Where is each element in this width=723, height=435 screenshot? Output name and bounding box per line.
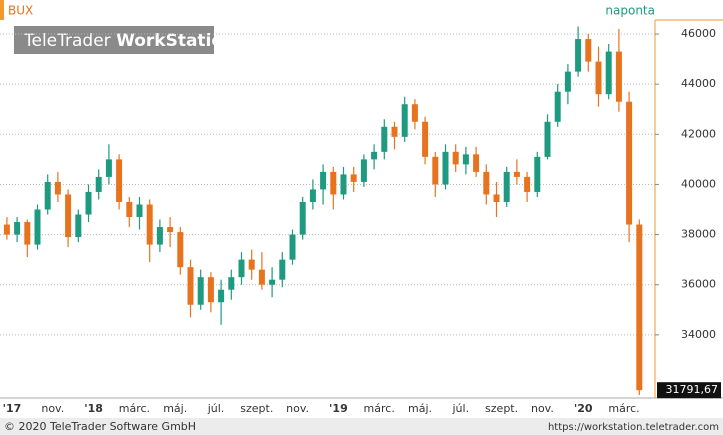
candle-body bbox=[299, 201, 306, 235]
candle-body bbox=[493, 194, 500, 202]
x-tick-label: nov. bbox=[531, 402, 554, 415]
candle-body bbox=[136, 204, 143, 218]
candle-body bbox=[44, 181, 51, 210]
candle-body bbox=[391, 126, 398, 137]
x-tick-label: '20 bbox=[574, 402, 593, 415]
candle-body bbox=[116, 159, 123, 202]
candle-body bbox=[432, 156, 439, 185]
candle-body bbox=[513, 171, 520, 177]
candle-body bbox=[371, 151, 378, 160]
candle-body bbox=[381, 126, 388, 152]
x-tick-label: márc. bbox=[364, 402, 395, 415]
candle-body bbox=[575, 39, 582, 72]
x-tick-label: nov. bbox=[41, 402, 64, 415]
y-tick-label: 46000 bbox=[681, 27, 716, 40]
x-tick-label: júl. bbox=[207, 402, 225, 415]
candle-body bbox=[473, 154, 480, 172]
candle-body bbox=[207, 277, 214, 303]
candle-body bbox=[269, 279, 276, 285]
y-tick-label: 38000 bbox=[681, 228, 716, 241]
x-tick-label: máj. bbox=[408, 402, 432, 415]
candle-body bbox=[524, 176, 531, 192]
y-tick-label: 40000 bbox=[681, 177, 716, 190]
candle-body bbox=[564, 71, 571, 92]
y-tick-label: 42000 bbox=[681, 127, 716, 140]
watermark: TeleTrader WorkStation bbox=[23, 31, 235, 51]
candle-body bbox=[34, 209, 41, 245]
candle-body bbox=[360, 159, 367, 182]
candle-body bbox=[585, 39, 592, 62]
candle-body bbox=[626, 101, 633, 225]
x-tick-label: júl. bbox=[452, 402, 470, 415]
x-tick-label: márc. bbox=[608, 402, 639, 415]
candle-body bbox=[75, 214, 82, 238]
candle-body bbox=[248, 259, 255, 270]
watermark-box bbox=[14, 26, 214, 54]
candle-body bbox=[452, 151, 459, 165]
candle-body bbox=[615, 51, 622, 102]
x-tick-label: márc. bbox=[119, 402, 150, 415]
candle-body bbox=[156, 227, 163, 245]
symbol: BUX bbox=[8, 4, 33, 18]
y-tick-label: 44000 bbox=[681, 77, 716, 90]
candle-body bbox=[422, 121, 429, 157]
candle-body bbox=[309, 189, 316, 202]
candle-body bbox=[636, 224, 643, 391]
candle-body bbox=[177, 232, 184, 268]
footer bbox=[0, 418, 723, 435]
candle-body bbox=[228, 277, 235, 290]
candle-body bbox=[146, 204, 153, 245]
candle-body bbox=[544, 121, 551, 157]
x-tick-label: '19 bbox=[329, 402, 348, 415]
candle-body bbox=[534, 156, 541, 192]
last-price-label: 31791,67 bbox=[666, 383, 719, 396]
x-tick-label: nov. bbox=[286, 402, 309, 415]
candle-body bbox=[3, 224, 10, 235]
candle-body bbox=[442, 151, 449, 185]
candle-body bbox=[65, 194, 72, 238]
candle-body bbox=[401, 104, 408, 137]
candle-body bbox=[605, 51, 612, 95]
candle-body bbox=[218, 289, 225, 303]
candle-body bbox=[289, 234, 296, 260]
interval: naponta bbox=[605, 4, 655, 18]
candle-body bbox=[320, 171, 327, 190]
candle-body bbox=[411, 104, 418, 122]
candle-body bbox=[105, 159, 112, 177]
candle-body bbox=[54, 181, 61, 195]
candle-body bbox=[187, 267, 194, 305]
y-tick-label: 34000 bbox=[681, 328, 716, 341]
x-tick-label: '17 bbox=[3, 402, 22, 415]
candle-body bbox=[279, 259, 286, 280]
candle-body bbox=[595, 61, 602, 95]
footer-left: © 2020 TeleTrader Software GmbH bbox=[4, 420, 196, 433]
candle-body bbox=[126, 201, 133, 218]
x-tick-label: szept. bbox=[485, 402, 518, 415]
candle-body bbox=[238, 259, 245, 278]
candle-body bbox=[85, 191, 92, 215]
candle-body bbox=[330, 171, 337, 195]
x-tick-label: szept. bbox=[240, 402, 273, 415]
symbol-marker bbox=[0, 0, 4, 20]
candle-body bbox=[167, 227, 174, 233]
candle-body bbox=[554, 91, 561, 122]
candle-body bbox=[24, 222, 31, 245]
candle-body bbox=[483, 171, 490, 195]
candle-body bbox=[258, 269, 265, 285]
candle-body bbox=[14, 222, 21, 235]
candle-body bbox=[95, 176, 102, 192]
candle-body bbox=[503, 171, 510, 202]
candle-body bbox=[350, 174, 357, 182]
last-price-box bbox=[657, 382, 721, 399]
candle-body bbox=[462, 154, 469, 165]
y-tick-label: 36000 bbox=[681, 278, 716, 291]
x-tick-label: '18 bbox=[84, 402, 103, 415]
x-tick-label: máj. bbox=[163, 402, 187, 415]
footer-right: https://workstation.teletrader.com bbox=[548, 422, 719, 433]
candle-body bbox=[197, 277, 204, 305]
candle-body bbox=[340, 174, 347, 195]
